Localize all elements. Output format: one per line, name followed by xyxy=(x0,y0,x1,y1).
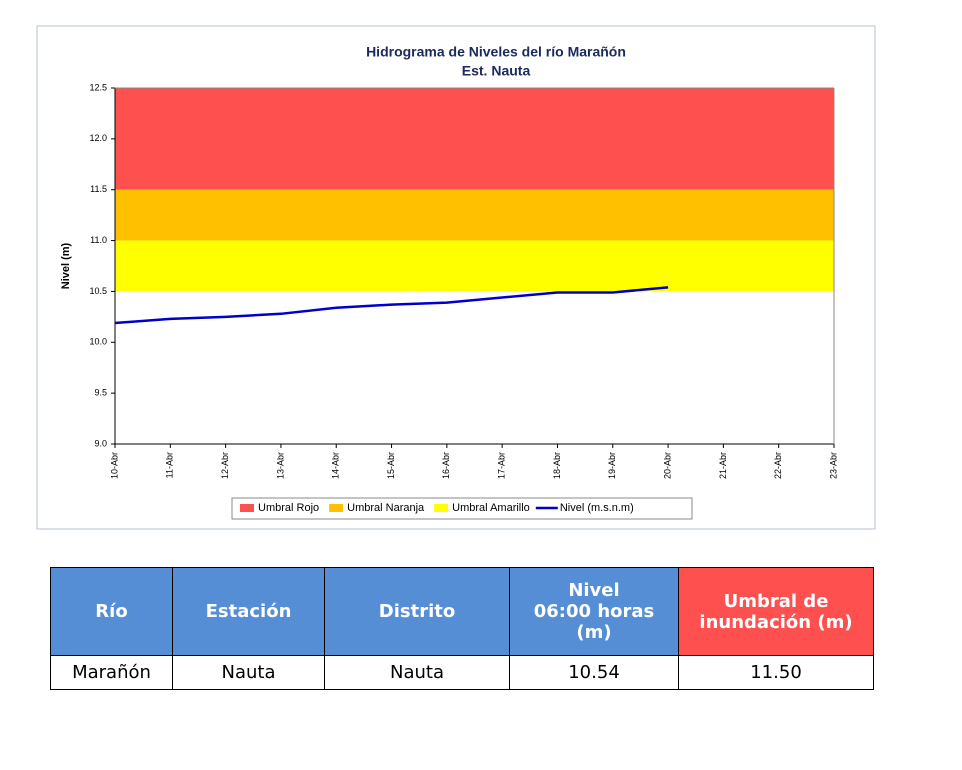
cell: Nauta xyxy=(172,655,325,690)
y-tick-label: 11.0 xyxy=(90,235,107,245)
cell: 11.50 xyxy=(678,655,874,690)
threshold-band xyxy=(115,240,834,292)
header-cell: Nivel 06:00 horas (m) xyxy=(509,567,679,656)
y-tick-label: 9.0 xyxy=(94,438,107,448)
chart: Hidrograma de Niveles del río Marañón Es… xyxy=(36,25,876,530)
x-tick-label: 15-Abr xyxy=(386,452,396,479)
header-cell: Río xyxy=(50,567,173,656)
legend-swatch xyxy=(434,504,449,512)
x-tick-label: 11-Abr xyxy=(165,452,175,478)
x-tick-label: 16-Abr xyxy=(441,452,451,479)
legend-swatch xyxy=(329,504,344,512)
chart-title: Hidrograma de Niveles del río Marañón xyxy=(366,44,626,60)
x-tick-label: 17-Abr xyxy=(497,452,507,479)
cell: Marañón xyxy=(50,655,173,690)
x-tick-label: 13-Abr xyxy=(275,452,285,479)
threshold-band xyxy=(115,88,834,190)
series-line xyxy=(114,286,669,325)
header-cell: Umbral de inundación (m) xyxy=(678,567,874,656)
x-tick-label: 21-Abr xyxy=(718,452,728,479)
cell: 10.54 xyxy=(509,655,679,690)
x-tick-label: 12-Abr xyxy=(220,452,230,479)
y-axis-label: Nivel (m) xyxy=(60,242,72,289)
x-tick-label: 20-Abr xyxy=(662,452,672,479)
y-tick-label: 12.5 xyxy=(89,82,107,92)
y-tick-label: 11.5 xyxy=(90,184,107,194)
x-tick-label: 22-Abr xyxy=(773,452,783,479)
table: Río Estación Distrito Nivel 06:00 horas … xyxy=(50,567,874,690)
legend-label: Umbral Rojo xyxy=(258,502,319,514)
legend-swatch xyxy=(240,504,254,512)
cell: Nauta xyxy=(324,655,510,690)
legend-label: Nivel (m.s.n.m) xyxy=(560,502,634,514)
threshold-band xyxy=(115,189,834,241)
y-tick-label: 10.0 xyxy=(89,337,107,347)
x-tick-label: 23-Abr xyxy=(828,452,838,479)
header-cell: Distrito xyxy=(324,567,510,656)
legend-label: Umbral Naranja xyxy=(347,502,425,514)
legend xyxy=(231,497,693,520)
y-tick-label: 10.5 xyxy=(89,286,107,296)
x-tick-label: 10-Abr xyxy=(109,452,119,479)
x-tick-label: 18-Abr xyxy=(552,452,562,479)
x-tick-label: 14-Abr xyxy=(331,452,341,479)
legend-label: Umbral Amarillo xyxy=(452,502,530,514)
x-tick-label: 19-Abr xyxy=(607,452,617,479)
y-tick-label: 9.5 xyxy=(94,388,107,398)
chart-subtitle: Est. Nauta xyxy=(462,63,531,79)
y-tick-label: 12.0 xyxy=(89,133,107,143)
header-cell: Estación xyxy=(172,567,325,656)
